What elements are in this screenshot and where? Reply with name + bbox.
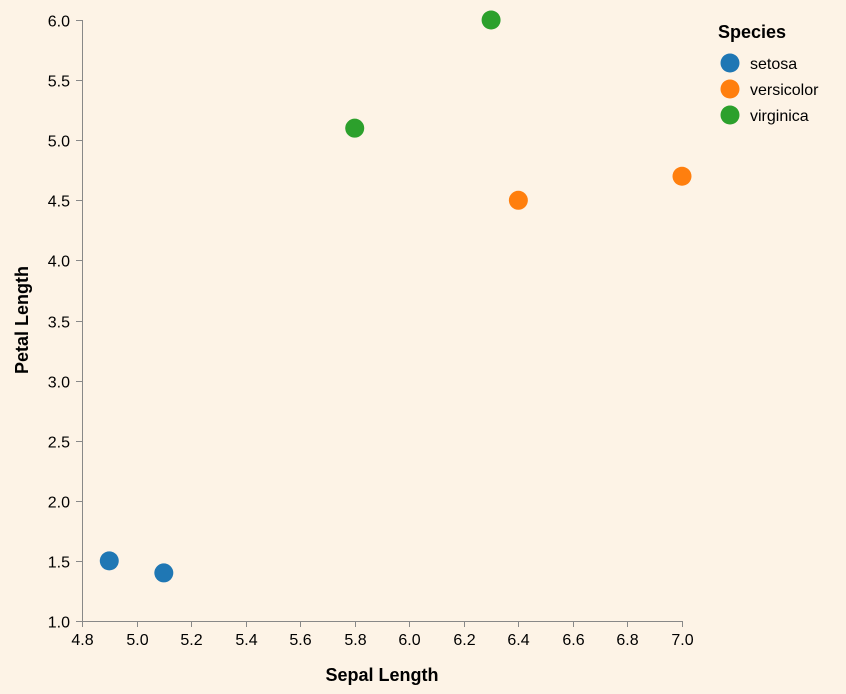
point-versicolor xyxy=(672,166,692,186)
legend-label-virginica: virginica xyxy=(750,108,809,125)
y-tick-label: 1.5 xyxy=(48,555,70,572)
legend-label-versicolor: versicolor xyxy=(750,82,819,99)
x-tick-label: 7.0 xyxy=(671,632,693,649)
y-tick-label: 4.0 xyxy=(48,254,70,271)
legend-swatch-virginica xyxy=(720,105,740,125)
x-tick-label: 6.6 xyxy=(562,632,584,649)
y-tick-label: 2.0 xyxy=(48,495,70,512)
legend-swatch-versicolor xyxy=(720,79,740,99)
x-tick-label: 6.4 xyxy=(507,632,529,649)
legend: Species setosa versicolor virginica xyxy=(718,22,819,125)
y-tick-label: 4.5 xyxy=(48,194,70,211)
legend-entries: setosa versicolor virginica xyxy=(720,53,819,125)
axes: 4.8 5.0 5.2 5.4 5.6 5.8 6.0 6.2 6.4 6.6 6.8 7.0 1.0… xyxy=(12,14,694,686)
point-setosa xyxy=(99,551,119,571)
point-virginica xyxy=(481,10,501,30)
x-axis-title: Sepal Length xyxy=(325,665,438,685)
y-axis-title: Petal Length xyxy=(12,266,32,374)
legend-label-setosa: setosa xyxy=(750,56,797,73)
y-tick-label: 3.5 xyxy=(48,315,70,332)
x-tick-label: 5.2 xyxy=(180,632,202,649)
x-tick-label: 6.2 xyxy=(453,632,475,649)
x-ticks: 4.8 5.0 5.2 5.4 5.6 5.8 6.0 6.2 6.4 6.6 6.8 7.0 xyxy=(71,621,694,649)
point-setosa xyxy=(154,563,174,583)
y-tick-label: 1.0 xyxy=(48,615,70,632)
y-tick-label: 5.5 xyxy=(48,74,70,91)
point-versicolor xyxy=(508,190,528,210)
point-virginica xyxy=(345,118,365,138)
y-tick-label: 2.5 xyxy=(48,435,70,452)
legend-title: Species xyxy=(718,22,786,42)
x-tick-label: 6.0 xyxy=(398,632,420,649)
y-tick-label: 3.0 xyxy=(48,375,70,392)
y-tick-label: 6.0 xyxy=(48,14,70,31)
y-tick-label: 5.0 xyxy=(48,134,70,151)
x-tick-label: 5.4 xyxy=(235,632,257,649)
x-tick-label: 4.8 xyxy=(71,632,93,649)
legend-swatch-setosa xyxy=(720,53,740,73)
x-tick-label: 5.0 xyxy=(126,632,148,649)
x-tick-label: 5.8 xyxy=(344,632,366,649)
x-tick-label: 6.8 xyxy=(616,632,638,649)
points xyxy=(99,10,692,583)
y-ticks: 1.0 1.5 2.0 2.5 3.0 3.5 4.0 4.5 5.0 5.5 6.0 xyxy=(48,14,82,632)
x-tick-label: 5.6 xyxy=(289,632,311,649)
